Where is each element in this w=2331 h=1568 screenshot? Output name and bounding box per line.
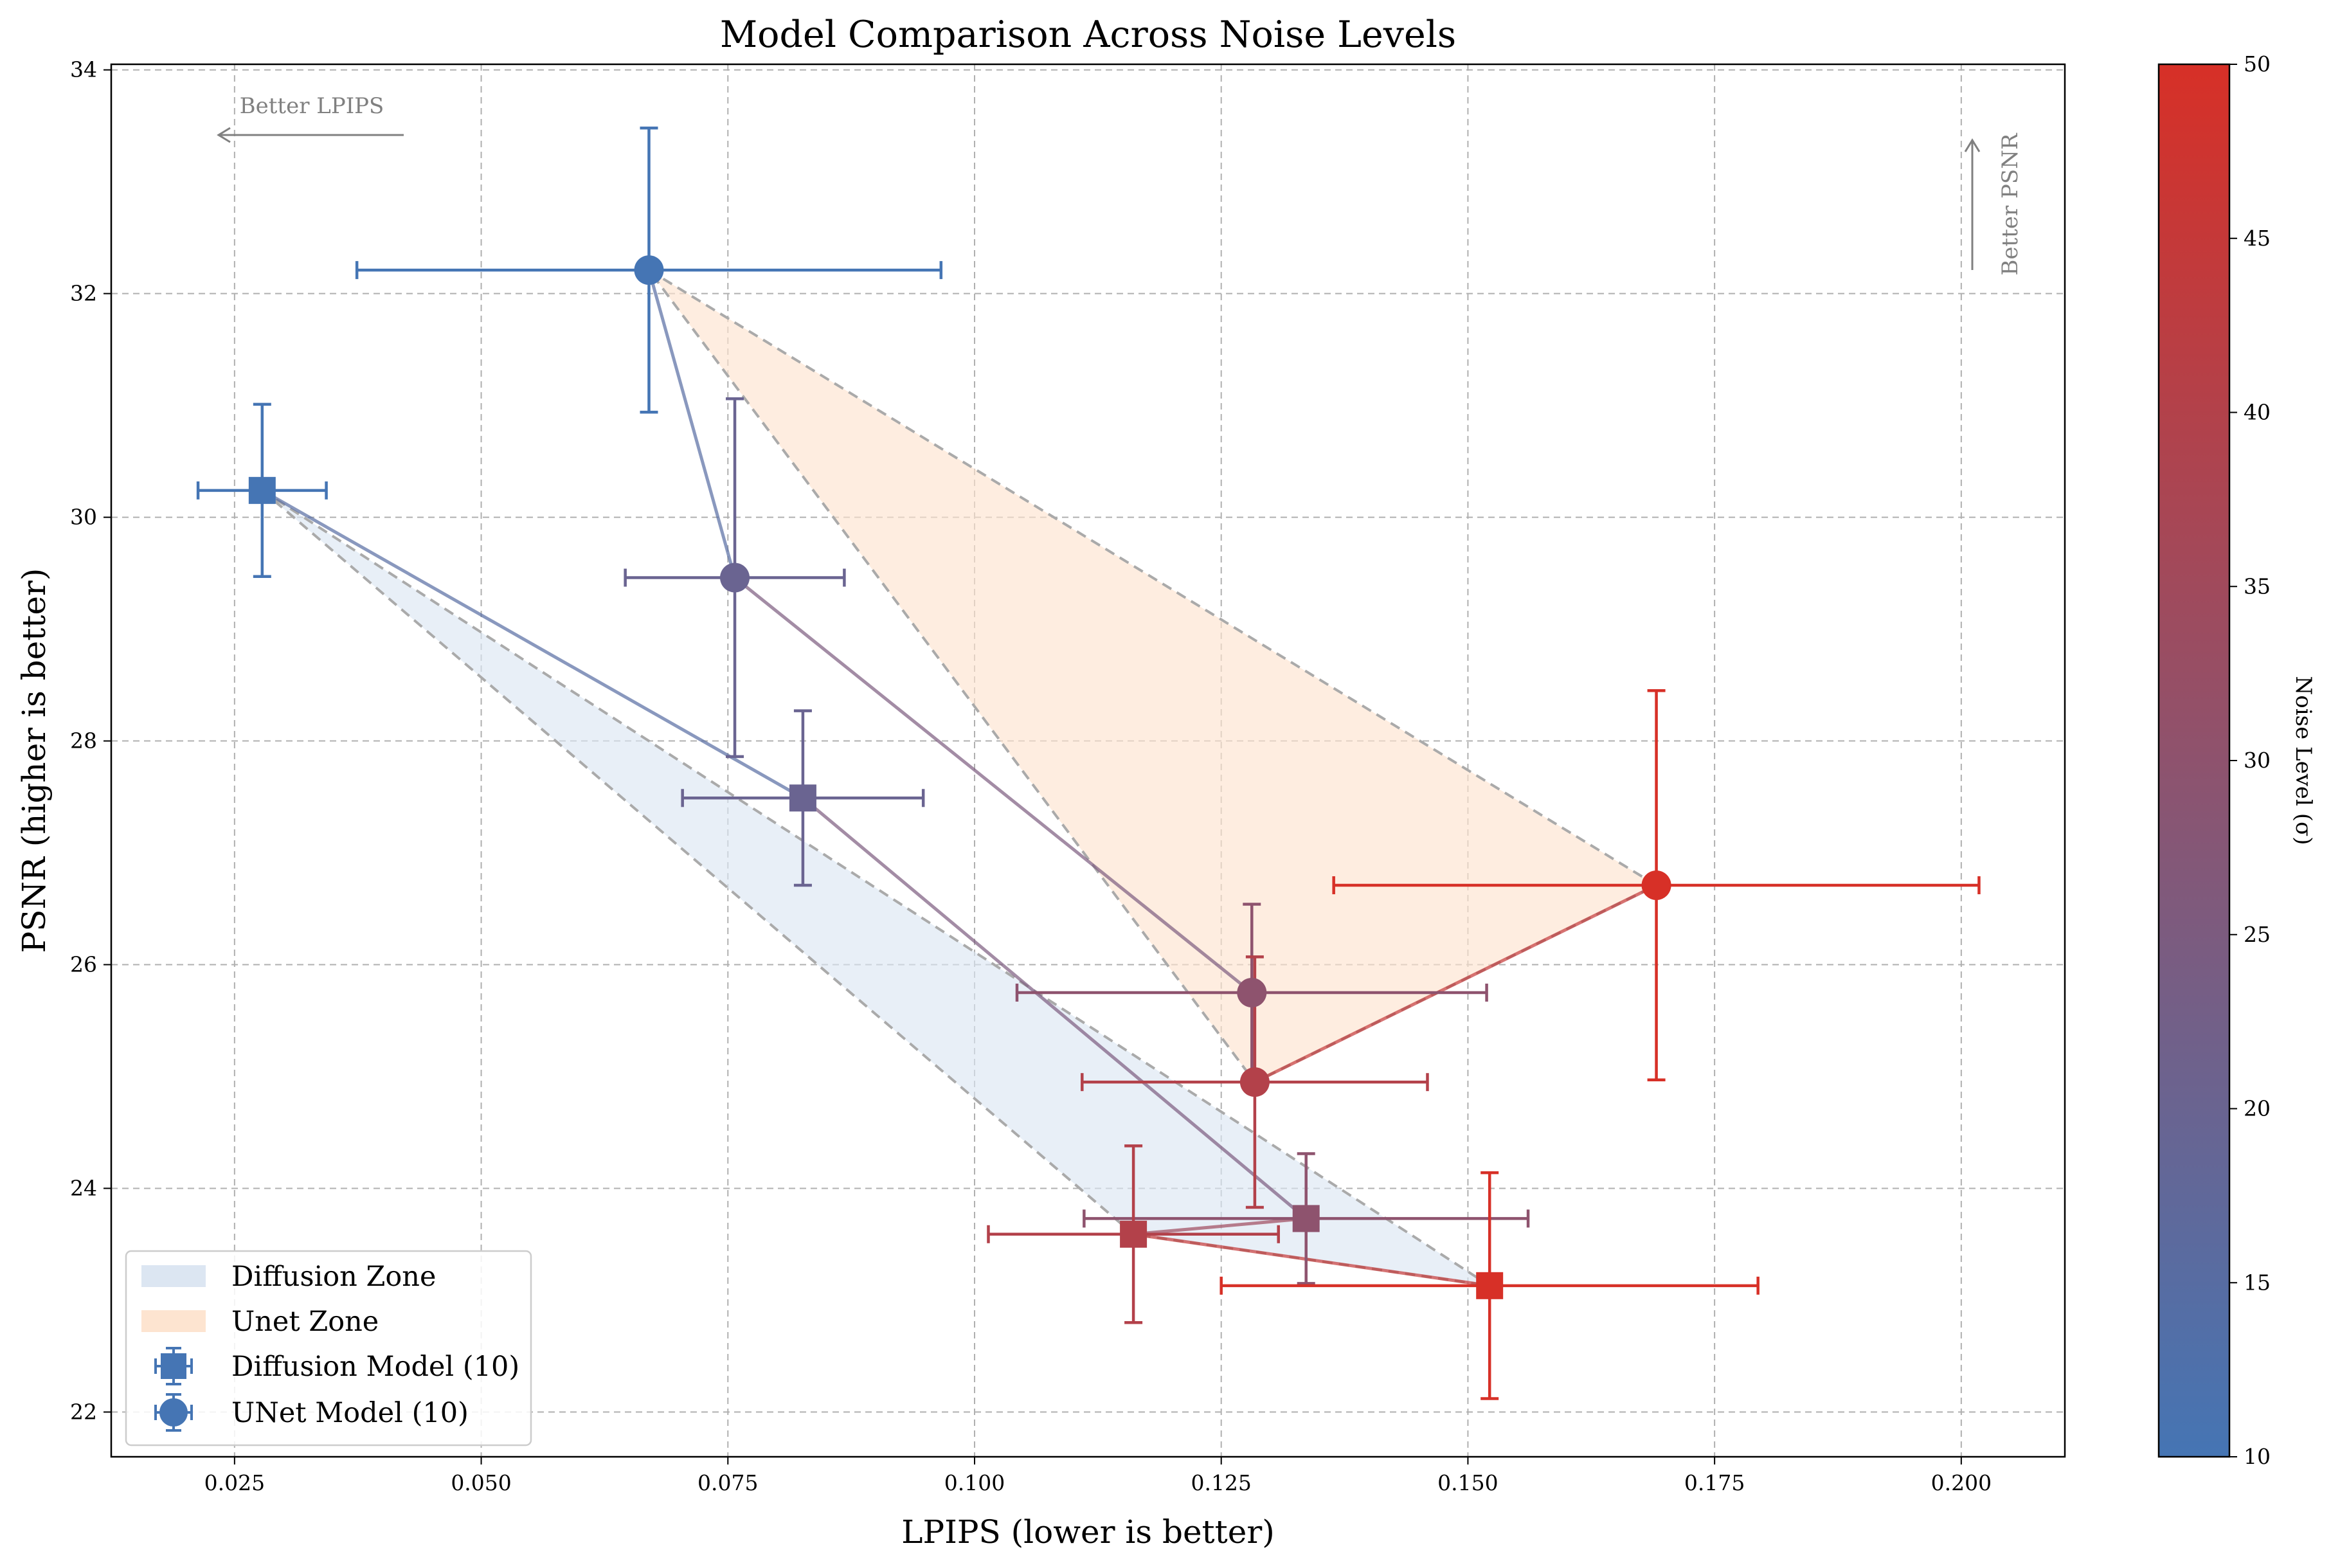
colorbar-tick-label: 50 [2244, 51, 2271, 77]
zone-layer [261, 269, 1659, 1287]
x-tick-label: 0.075 [698, 1470, 758, 1495]
unet-point-marker [1641, 870, 1671, 900]
better-psnr-label: Better PSNR [1997, 132, 2023, 276]
diffusion-series-line [1133, 1216, 1306, 1236]
legend: Diffusion Zone Unet Zone Diffusion Model… [125, 1250, 532, 1446]
legend-unet-model-label: UNet Model (10) [231, 1397, 469, 1429]
y-tick-label: 26 [70, 952, 97, 977]
x-tick-label: 0.150 [1437, 1470, 1498, 1495]
unet-point-marker [1239, 1067, 1270, 1097]
unet-zone [647, 269, 1659, 1084]
x-tick-label: 0.200 [1931, 1470, 1992, 1495]
diffusion-series-line [1133, 1232, 1490, 1288]
legend-diffusion-model-label: Diffusion Model (10) [231, 1351, 519, 1383]
legend-box [125, 1250, 532, 1446]
x-axis-label: LPIPS (lower is better) [901, 1513, 1275, 1551]
y-tick-label: 28 [70, 728, 97, 753]
colorbar-tick-label: 25 [2244, 922, 2271, 947]
colorbar: 10 15 20 25 30 35 40 45 50 Noise Level (σ) [2157, 51, 2316, 1469]
y-tick-label: 22 [70, 1399, 97, 1424]
colorbar-tick-label: 20 [2244, 1096, 2271, 1121]
colorbar-tick-label: 15 [2244, 1270, 2271, 1295]
y-tick-label: 30 [70, 505, 97, 530]
legend-square-marker-icon [154, 1347, 193, 1385]
unet-series-line [734, 576, 1253, 994]
legend-circle-marker [159, 1398, 188, 1427]
colorbar-label: Noise Level (σ) [2290, 676, 2316, 845]
diffusion-point-marker [1292, 1205, 1320, 1232]
x-tick-label: 0.175 [1684, 1470, 1745, 1495]
legend-square-marker [161, 1353, 186, 1379]
unet-point-marker [1237, 978, 1267, 1007]
diffusion-point-marker [1476, 1272, 1504, 1299]
diffusion-series-line [802, 797, 1308, 1220]
x-tick-label: 0.125 [1191, 1470, 1251, 1495]
legend-unet-zone-label: Unet Zone [231, 1306, 379, 1338]
x-tick-label: 0.025 [204, 1470, 265, 1495]
y-tick-label: 24 [70, 1175, 97, 1200]
diffusion-point-marker [248, 476, 276, 504]
diffusion-series-line [261, 489, 804, 800]
unet-series-line [647, 269, 737, 579]
series-line-layer [261, 269, 1657, 1288]
colorbar-tick-label: 30 [2244, 748, 2271, 773]
up-arrowhead-icon [1964, 138, 1981, 152]
better-psnr-annotation: Better PSNR [1964, 132, 2023, 276]
y-axis-label: PSNR (higher is better) [15, 568, 53, 953]
colorbar-tick-label: 40 [2244, 400, 2271, 425]
y-tick-label: 32 [70, 281, 97, 306]
legend-diffusion-zone-label: Diffusion Zone [231, 1261, 436, 1293]
x-tick-label: 0.100 [944, 1470, 1005, 1495]
legend-circle-marker-icon [154, 1393, 193, 1432]
chart-title: Model Comparison Across Noise Levels [720, 14, 1456, 56]
colorbar-gradient [2157, 63, 2231, 1458]
diffusion-point-marker [1120, 1220, 1148, 1248]
better-lpips-label: Better LPIPS [240, 93, 384, 119]
y-tick-label: 34 [70, 57, 97, 82]
x-tick-label: 0.050 [451, 1470, 511, 1495]
tick-layer: 0.025 0.050 0.075 0.100 0.125 0.150 0.175 0.200… [70, 57, 1992, 1495]
unet-series-line [1254, 883, 1657, 1084]
plot-frame [110, 63, 2066, 1458]
better-lpips-annotation: Better LPIPS [217, 93, 404, 143]
colorbar-ticks: 10 15 20 25 30 35 40 45 50 [2229, 51, 2271, 1469]
legend-unet-zone-swatch [141, 1310, 206, 1332]
diffusion-point-marker [789, 784, 816, 812]
colorbar-tick-label: 10 [2244, 1444, 2271, 1469]
unet-point-marker [720, 563, 750, 593]
marker-layer [248, 255, 1671, 1299]
unet-point-marker [634, 255, 664, 285]
legend-diffusion-zone-swatch [141, 1265, 206, 1287]
left-arrowhead-icon [217, 127, 231, 143]
colorbar-tick-label: 35 [2244, 573, 2271, 599]
colorbar-tick-label: 45 [2244, 226, 2271, 251]
